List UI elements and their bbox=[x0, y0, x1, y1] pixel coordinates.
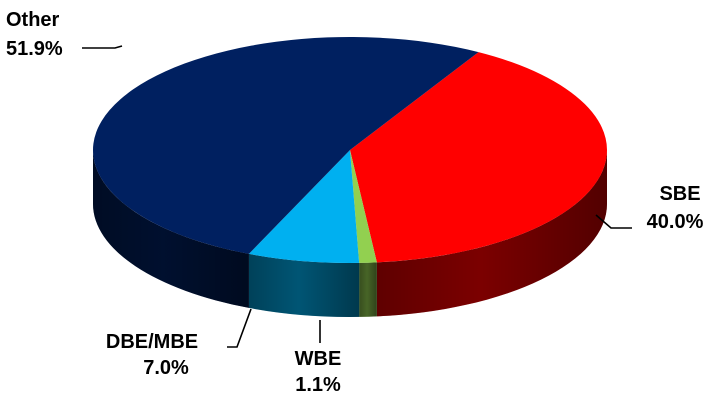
label-dbe-mbe-name: DBE/MBE bbox=[106, 331, 198, 353]
pie-tops bbox=[93, 37, 608, 263]
label-sbe-value: 40.0% bbox=[647, 211, 704, 233]
pie-slice-wbe bbox=[350, 150, 377, 263]
pie-side-shade-other bbox=[93, 150, 249, 308]
pie-slice-dbe-mbe bbox=[248, 150, 360, 263]
pie-side-shade-sbe bbox=[376, 150, 607, 317]
label-dbe-mbe-value: 7.0% bbox=[143, 357, 189, 379]
label-other-name: Other bbox=[6, 9, 60, 31]
leader-line-other bbox=[82, 45, 123, 49]
pie-side-shade-dbe-mbe bbox=[248, 253, 360, 317]
label-sbe-name: SBE bbox=[659, 183, 700, 205]
label-wbe-value: 1.1% bbox=[295, 374, 341, 396]
leader-line-dbe-mbe bbox=[227, 308, 252, 348]
leader-line-sbe bbox=[595, 214, 632, 229]
label-wbe-name: WBE bbox=[295, 348, 342, 370]
pie-side-shade-wbe bbox=[359, 262, 377, 317]
pie-slice-other bbox=[93, 37, 479, 254]
pie-slice-sbe bbox=[350, 52, 608, 263]
label-other-value: 51.9% bbox=[6, 38, 63, 60]
pie-sides bbox=[93, 150, 607, 317]
